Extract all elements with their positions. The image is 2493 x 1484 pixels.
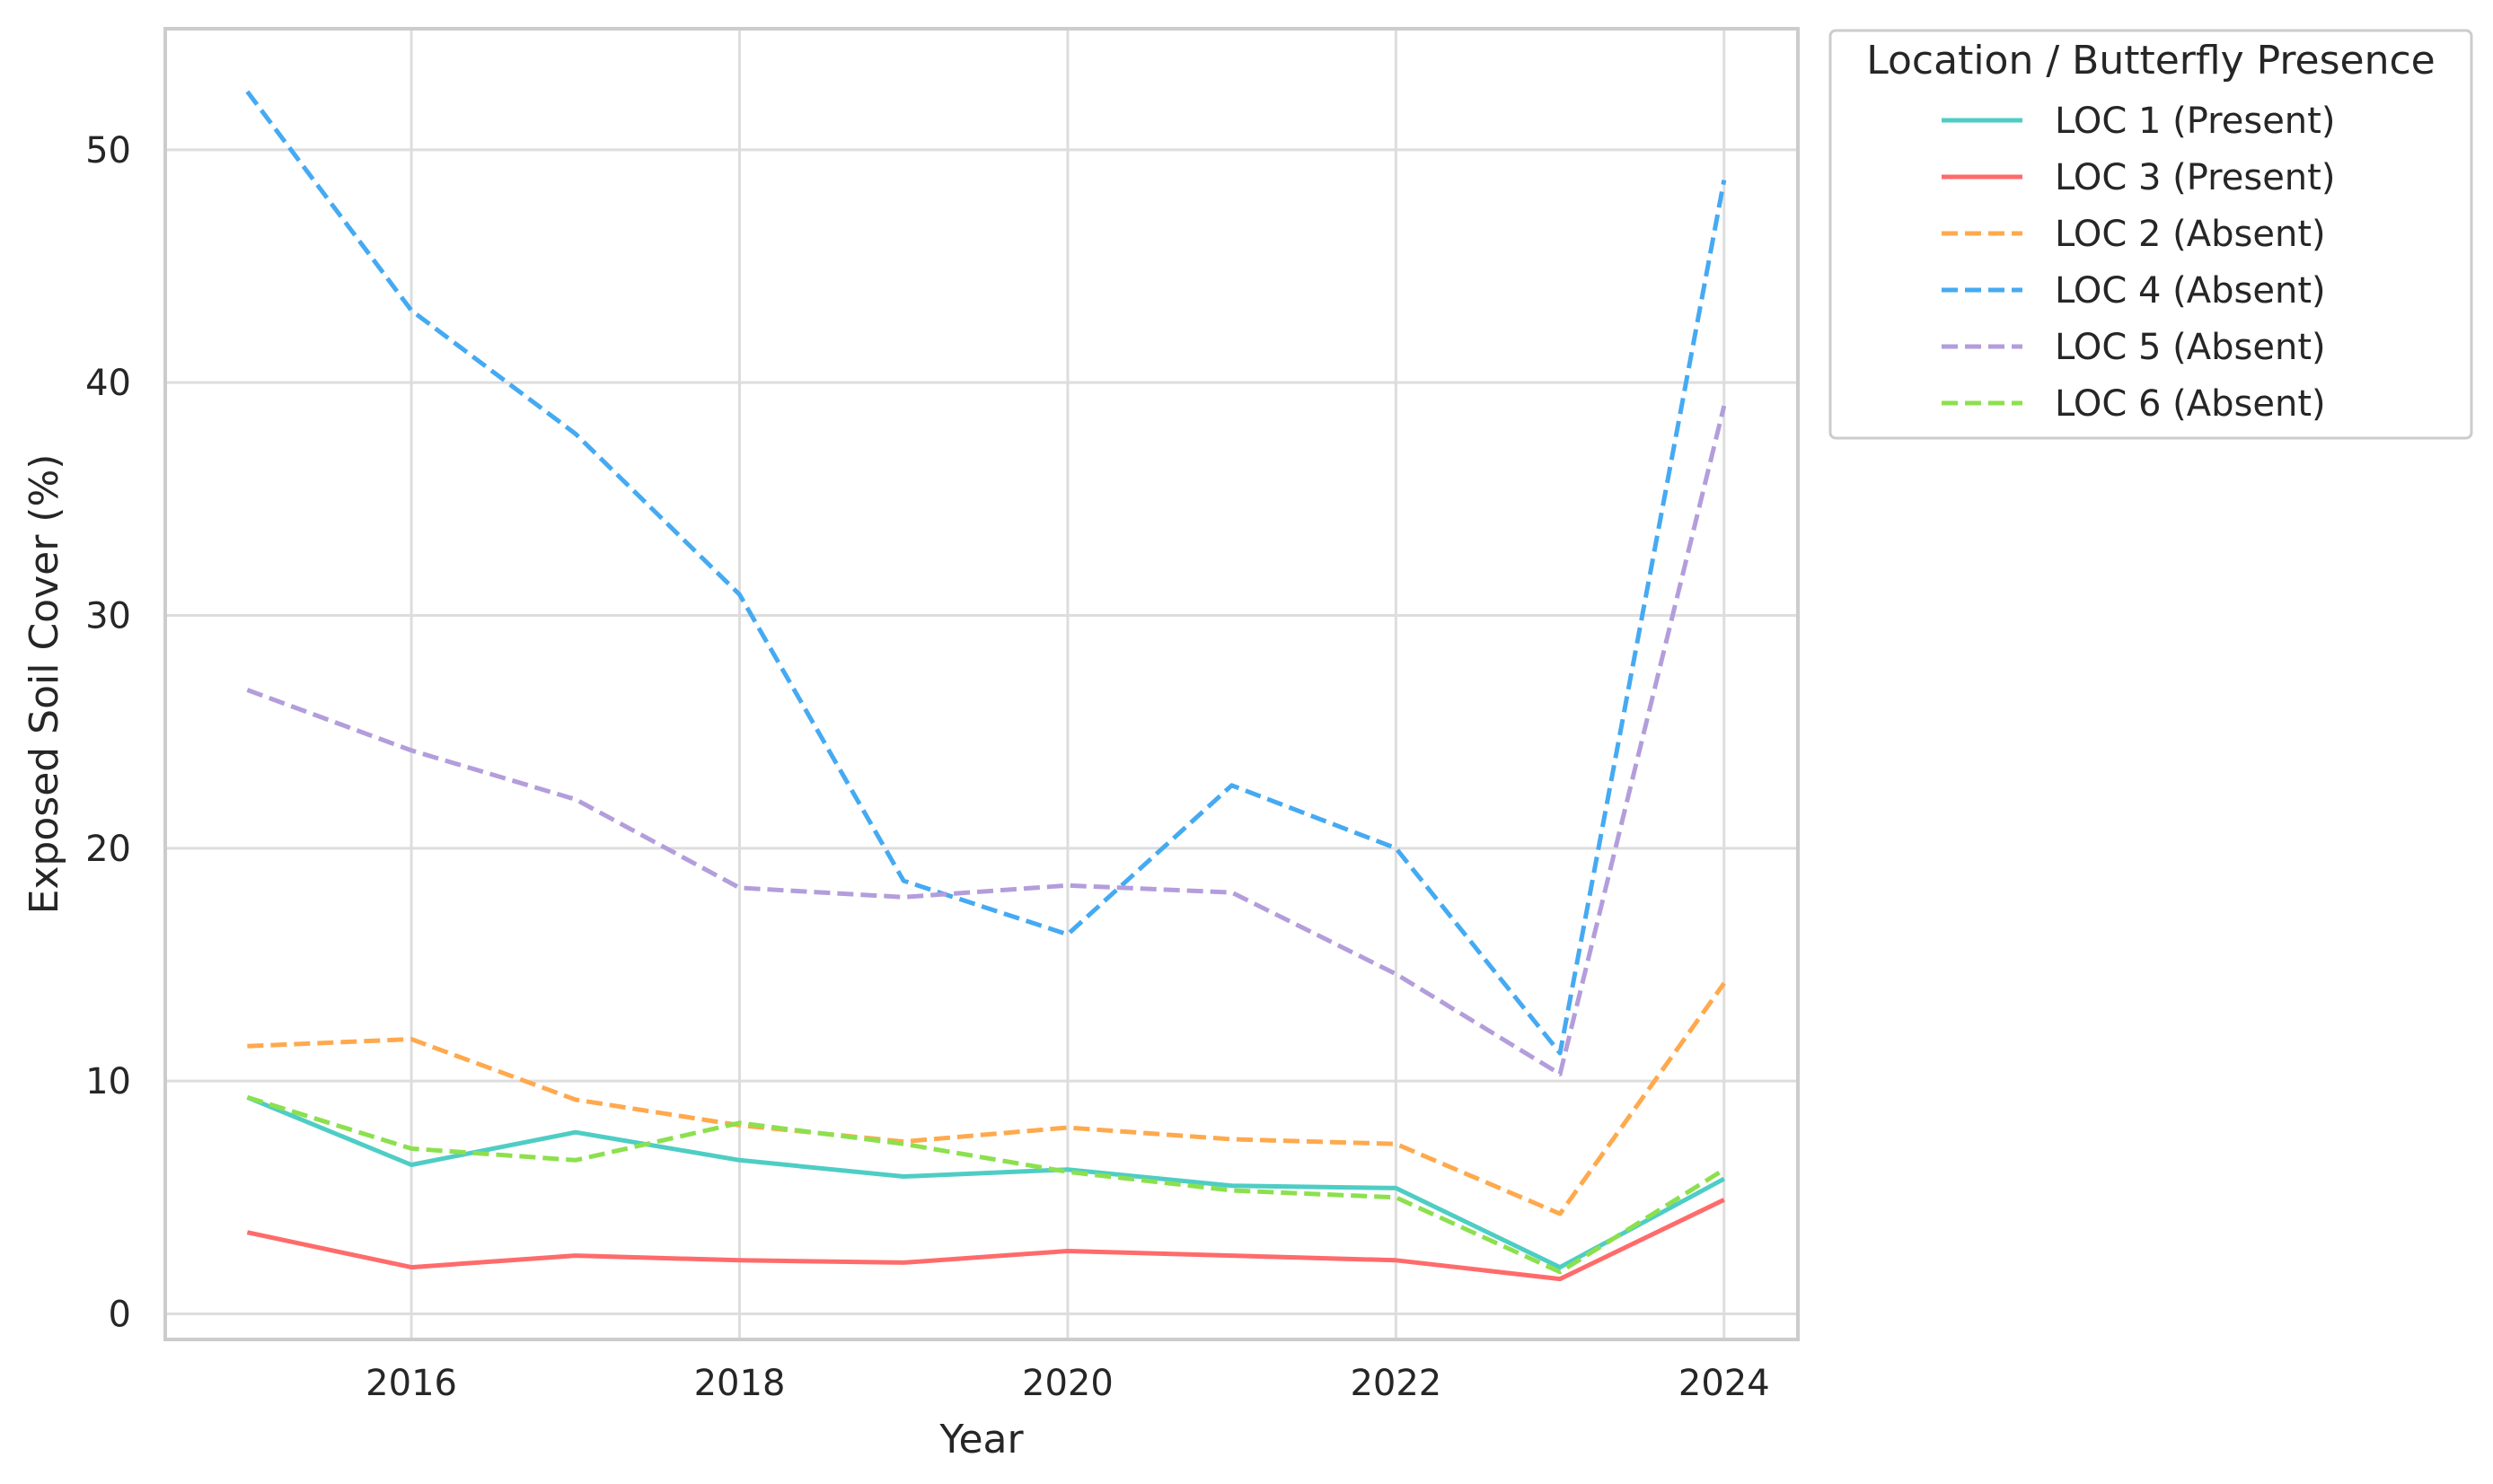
grid [165, 29, 1798, 1339]
y-tick-label: 40 [85, 363, 131, 404]
y-tick-label: 50 [85, 130, 131, 171]
legend-title: Location / Butterfly Presence [1866, 38, 2435, 83]
x-axis-title: Year [938, 1417, 1024, 1462]
legend-label: LOC 6 (Absent) [2055, 383, 2326, 425]
legend-items: LOC 1 (Present) LOC 3 (Present) LOC 2 (Abs… [1942, 101, 2335, 425]
legend-box [1828, 29, 2473, 440]
x-tick-label: 2022 [1350, 1363, 1441, 1404]
x-tick-label: 2024 [1678, 1363, 1770, 1404]
x-tick-label: 2020 [1022, 1363, 1114, 1404]
legend-label: LOC 5 (Absent) [2055, 327, 2326, 368]
y-tick-label: 30 [85, 595, 131, 637]
legend-label: LOC 4 (Absent) [2055, 270, 2326, 312]
series-lines [245, 90, 1727, 1282]
y-tick-label: 20 [85, 829, 131, 870]
x-tick-label: 2018 [694, 1363, 786, 1404]
plot-frame [163, 27, 1800, 1341]
y-axis-title: Exposed Soil Cover (%) [22, 454, 67, 915]
series-line-5 [246, 405, 1727, 1076]
y-tick-label: 0 [109, 1294, 131, 1335]
series-line-4 [245, 90, 1727, 1056]
legend: Location / Butterfly Presence LOC 1 (Pre… [1828, 29, 2473, 440]
tick-labels: 2016 2018 2020 2022 2024 0 10 20 30 40 50 [85, 130, 1770, 1404]
series-line-2 [246, 1198, 1725, 1282]
series-line-3 [247, 981, 1726, 1216]
x-tick-label: 2016 [366, 1363, 457, 1404]
legend-label: LOC 1 (Present) [2055, 101, 2335, 142]
legend-label: LOC 2 (Absent) [2055, 214, 2326, 255]
y-tick-label: 10 [85, 1061, 131, 1102]
series-line-6 [246, 1094, 1726, 1275]
series-line-1 [246, 1094, 1725, 1270]
legend-label: LOC 3 (Present) [2055, 157, 2335, 198]
